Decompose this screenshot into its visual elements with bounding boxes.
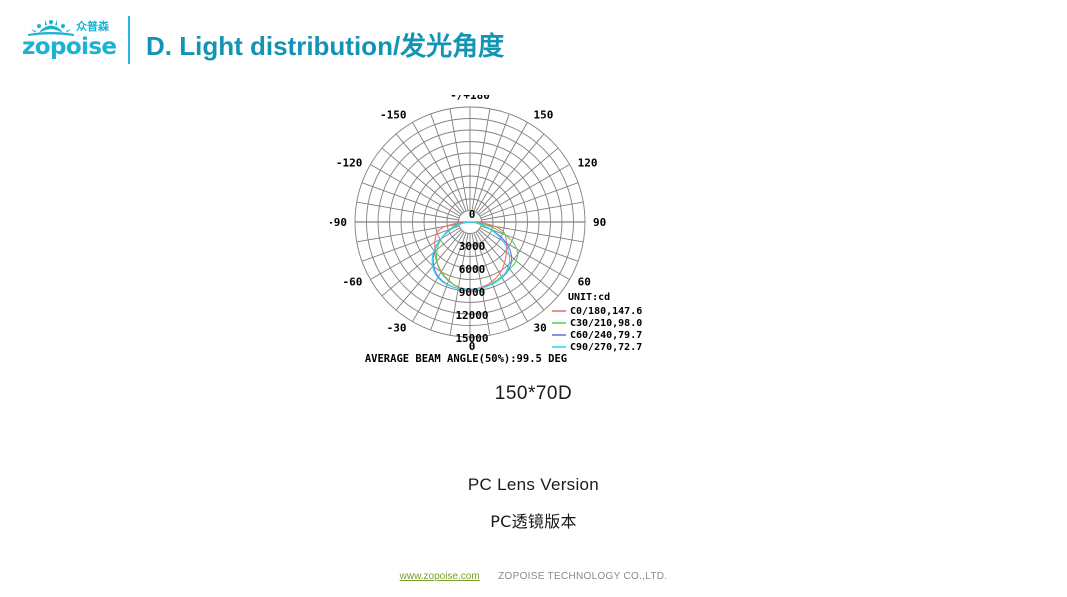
- svg-text:-120: -120: [336, 157, 363, 170]
- svg-text:-60: -60: [343, 276, 363, 289]
- svg-text:6000: 6000: [459, 263, 486, 276]
- svg-text:C60/240,79.7: C60/240,79.7: [570, 330, 642, 341]
- svg-text:C90/270,72.7: C90/270,72.7: [570, 342, 642, 353]
- svg-text:150: 150: [534, 108, 554, 121]
- svg-text:3000: 3000: [459, 240, 486, 253]
- svg-text:12000: 12000: [455, 309, 488, 322]
- zopoise-starburst-icon: [28, 19, 74, 36]
- page-header: 众普森 zopoise D. Light distribution/发光角度: [0, 0, 1067, 80]
- chart-curves: [431, 221, 519, 291]
- chart-angle-tick-labels: -/+180 -150 150 -120 120 -90 90 -60 60 -30 30: [330, 95, 606, 335]
- svg-text:C30/210,98.0: C30/210,98.0: [570, 318, 642, 329]
- light-distribution-chart: 0 3000 6000 9000 12000 15000 0 -/+180 -150 150 -1…: [330, 95, 670, 365]
- svg-text:0: 0: [469, 208, 476, 221]
- chart-angular-spokes: [355, 107, 585, 337]
- svg-text:UNIT:cd: UNIT:cd: [568, 292, 610, 303]
- chart-legend: UNIT:cd C0/180,147.6C30/210,98.0C60/240,7…: [552, 292, 642, 353]
- svg-text:-/+180: -/+180: [450, 95, 490, 102]
- company-name: ZOPOISE TECHNOLOGY CO.,LTD.: [498, 571, 668, 582]
- svg-text:9000: 9000: [459, 286, 486, 299]
- svg-text:30: 30: [534, 322, 547, 335]
- svg-text:-90: -90: [330, 216, 347, 229]
- svg-text:-30: -30: [387, 322, 407, 335]
- svg-text:60: 60: [578, 276, 591, 289]
- chart-beam-angle-note: AVERAGE BEAM ANGLE(50%):99.5 DEG: [365, 353, 567, 365]
- svg-text:90: 90: [593, 216, 606, 229]
- header-divider: [128, 16, 130, 64]
- brand-logo[interactable]: 众普森 zopoise: [22, 19, 118, 61]
- model-label: 150*70D: [494, 383, 573, 404]
- logo-chinese-name: 众普森: [76, 20, 109, 33]
- svg-text:C0/180,147.6: C0/180,147.6: [570, 306, 642, 317]
- svg-text:0: 0: [469, 340, 476, 353]
- page-title: D. Light distribution/发光角度: [146, 31, 505, 61]
- svg-text:120: 120: [578, 157, 598, 170]
- svg-text:AVERAGE BEAM ANGLE(50%):99.5 D: AVERAGE BEAM ANGLE(50%):99.5 DEG: [365, 353, 567, 365]
- svg-text:-150: -150: [380, 108, 407, 121]
- svg-text:15000: 15000: [455, 332, 488, 345]
- page-footer: www.zopoise.com ZOPOISE TECHNOLOGY CO.,L…: [0, 566, 1067, 584]
- website-link[interactable]: www.zopoise.com: [399, 571, 480, 582]
- lens-version-en-label: PC Lens Version: [467, 475, 600, 494]
- lens-version-cn-label: PC透镜版本: [490, 512, 577, 531]
- logo-wordmark: zopoise: [22, 34, 117, 60]
